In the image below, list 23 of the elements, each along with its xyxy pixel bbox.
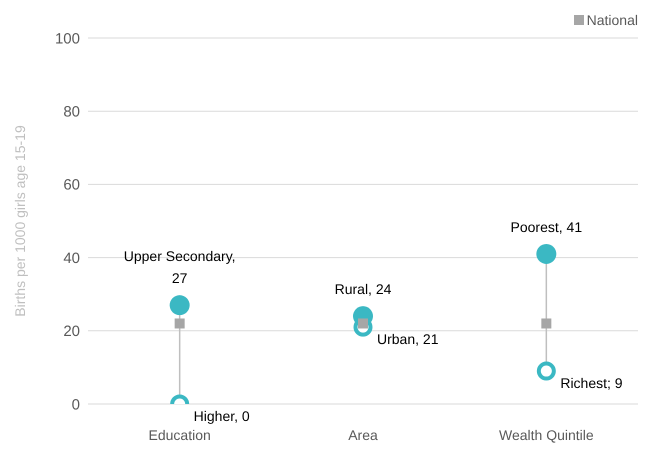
- point: [536, 362, 556, 381]
- data-label: Upper Secondary, 27: [124, 248, 236, 286]
- x-tick-label: Area: [348, 426, 378, 443]
- data-label: Richest; 9: [560, 375, 623, 392]
- y-tick-label: 20: [63, 323, 80, 340]
- y-tick-label: 80: [63, 104, 80, 121]
- point: [174, 318, 185, 328]
- point: [536, 244, 556, 264]
- y-tick-label: 60: [63, 176, 80, 194]
- y-tick-label: 0: [72, 396, 80, 414]
- y-axis-title: Births per 1000 girls age 15-19: [12, 125, 28, 317]
- data-label: Higher, 0: [194, 408, 250, 424]
- y-tick-label: 40: [63, 250, 80, 267]
- point: [541, 318, 552, 328]
- y-tick-label: 100: [54, 30, 80, 48]
- data-label: Urban, 21: [377, 331, 439, 348]
- legend-label: National: [586, 12, 638, 28]
- point: [358, 318, 368, 328]
- data-label: Poorest, 41: [510, 218, 582, 235]
- x-tick-label: Wealth Quintile: [498, 426, 594, 443]
- point: [170, 295, 190, 316]
- data-label: Rural, 24: [334, 281, 392, 298]
- x-tick-label: Education: [148, 426, 211, 443]
